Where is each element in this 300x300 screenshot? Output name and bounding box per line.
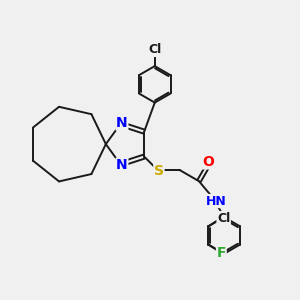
- Text: N: N: [116, 116, 128, 130]
- Text: HN: HN: [206, 194, 227, 208]
- Text: N: N: [116, 158, 128, 172]
- Text: O: O: [202, 155, 214, 169]
- Text: Cl: Cl: [217, 212, 230, 225]
- Text: F: F: [217, 246, 226, 260]
- Text: S: S: [154, 164, 164, 178]
- Text: Cl: Cl: [148, 44, 161, 56]
